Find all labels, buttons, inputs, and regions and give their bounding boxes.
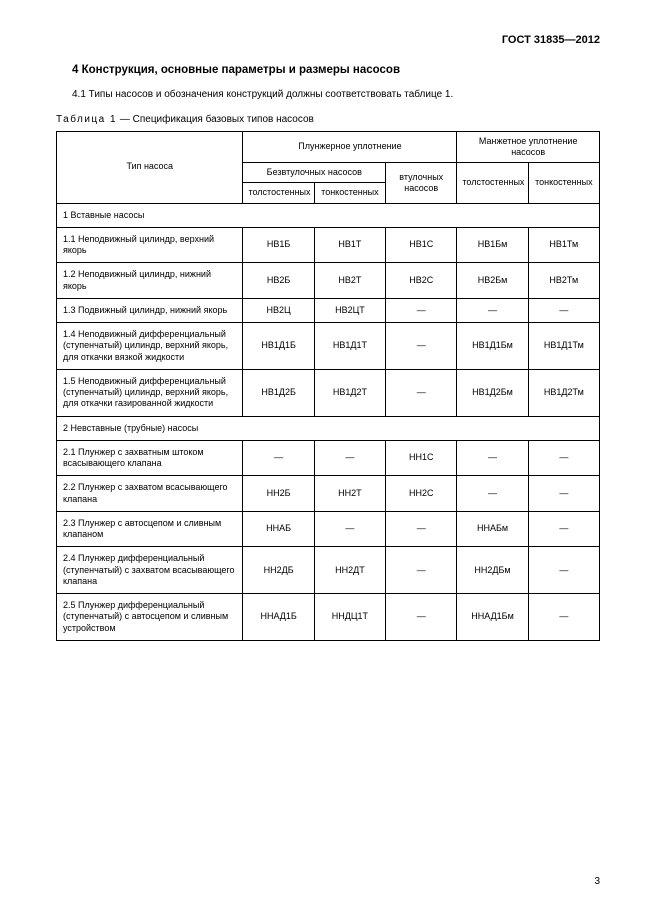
cell: НВ1Д1Тм	[528, 323, 599, 370]
cell: НВ1Т	[314, 227, 385, 263]
cell: НВ1Д2Б	[243, 369, 314, 416]
cell: НВ1С	[386, 227, 457, 263]
th-thin-1: тонкостенных	[314, 183, 385, 203]
cell: —	[386, 594, 457, 641]
cell: ННАД1Бм	[457, 594, 528, 641]
cell: —	[528, 440, 599, 476]
th-thick-1: толстостенных	[243, 183, 314, 203]
table-caption-num: Таблица 1	[56, 114, 117, 125]
cell: —	[528, 298, 599, 322]
row-label: 1.4 Неподвижный дифференциальный (ступен…	[57, 323, 243, 370]
cell: —	[386, 298, 457, 322]
th-no-liner: Безвтулочных насосов	[243, 163, 386, 183]
cell: НВ2Т	[314, 263, 385, 299]
th-cup: Манжетное уплотнение насосов	[457, 131, 600, 163]
cell: —	[243, 440, 314, 476]
th-type: Тип насоса	[57, 131, 243, 203]
table-row: 2.5 Плунжер дифференциальный (ступенчаты…	[57, 594, 600, 641]
cell: —	[386, 547, 457, 594]
cell: НВ2С	[386, 263, 457, 299]
cell: —	[314, 511, 385, 547]
cell: ННАД1Б	[243, 594, 314, 641]
cell: ННДЦ1Т	[314, 594, 385, 641]
row-label: 1.2 Неподвижный цилиндр, нижний якорь	[57, 263, 243, 299]
cell: НВ2Б	[243, 263, 314, 299]
document-id: ГОСТ 31835—2012	[56, 34, 600, 46]
th-thick-2: толстостенных	[457, 163, 528, 204]
table-row: 2 Невставные (трубные) насосы	[57, 416, 600, 440]
th-thin-2: тонкостенных	[528, 163, 599, 204]
cell: —	[314, 440, 385, 476]
cell: НВ1Д2Бм	[457, 369, 528, 416]
cell: НВ2Ц	[243, 298, 314, 322]
cell: —	[386, 323, 457, 370]
cell: НВ1Бм	[457, 227, 528, 263]
row-label: 2.4 Плунжер дифференциальный (ступенчаты…	[57, 547, 243, 594]
table-row: 2.2 Плунжер с захватом всасывающего клап…	[57, 476, 600, 512]
table-row: 1.2 Неподвижный цилиндр, нижний якорьНВ2…	[57, 263, 600, 299]
table-row: 1 Вставные насосы	[57, 203, 600, 227]
table-row: 2.4 Плунжер дифференциальный (ступенчаты…	[57, 547, 600, 594]
cell: НВ1Д1Б	[243, 323, 314, 370]
th-plunger: Плунжерное уплотнение	[243, 131, 457, 163]
table-row: 1.4 Неподвижный дифференциальный (ступен…	[57, 323, 600, 370]
table-caption-rest: — Спецификация базовых типов насосов	[117, 114, 314, 125]
page: ГОСТ 31835—2012 4 Конструкция, основные …	[0, 0, 646, 913]
th-liner: втулочных насосов	[386, 163, 457, 204]
row-label: 2.3 Плунжер с автосцепом и сливным клапа…	[57, 511, 243, 547]
table-head: Тип насоса Плунжерное уплотнение Манжетн…	[57, 131, 600, 203]
cell: —	[528, 547, 599, 594]
cell: НН2ДБ	[243, 547, 314, 594]
cell: НВ2Тм	[528, 263, 599, 299]
table-row: 2.1 Плунжер с захватным штоком всасывающ…	[57, 440, 600, 476]
cell: НВ1Тм	[528, 227, 599, 263]
cell: —	[457, 440, 528, 476]
cell: НН2Т	[314, 476, 385, 512]
table-row: 2.3 Плунжер с автосцепом и сливным клапа…	[57, 511, 600, 547]
cell: —	[386, 369, 457, 416]
cell: НВ2ЦТ	[314, 298, 385, 322]
cell: —	[457, 476, 528, 512]
table-row: 1.3 Подвижный цилиндр, нижний якорьНВ2ЦН…	[57, 298, 600, 322]
section-text: 4.1 Типы насосов и обозначения конструкц…	[72, 88, 600, 102]
cell: НН2ДТ	[314, 547, 385, 594]
cell: —	[457, 298, 528, 322]
cell: НВ2Бм	[457, 263, 528, 299]
cell: НВ1Д2Тм	[528, 369, 599, 416]
cell: —	[386, 511, 457, 547]
cell: —	[528, 511, 599, 547]
cell: ННАБ	[243, 511, 314, 547]
cell: НН2Б	[243, 476, 314, 512]
row-label: 1.3 Подвижный цилиндр, нижний якорь	[57, 298, 243, 322]
section-row: 2 Невставные (трубные) насосы	[57, 416, 600, 440]
table-row: 1.5 Неподвижный дифференциальный (ступен…	[57, 369, 600, 416]
row-label: 2.1 Плунжер с захватным штоком всасывающ…	[57, 440, 243, 476]
cell: НВ1Б	[243, 227, 314, 263]
cell: НН1С	[386, 440, 457, 476]
row-label: 2.2 Плунжер с захватом всасывающего клап…	[57, 476, 243, 512]
cell: НН2ДБм	[457, 547, 528, 594]
row-label: 1.5 Неподвижный дифференциальный (ступен…	[57, 369, 243, 416]
section-heading: 4 Конструкция, основные параметры и разм…	[72, 64, 600, 76]
cell: НВ1Д1Т	[314, 323, 385, 370]
cell: —	[528, 594, 599, 641]
cell: ННАБм	[457, 511, 528, 547]
table-caption: Таблица 1 — Спецификация базовых типов н…	[56, 114, 600, 125]
row-label: 2.5 Плунжер дифференциальный (ступенчаты…	[57, 594, 243, 641]
section-row: 1 Вставные насосы	[57, 203, 600, 227]
row-label: 1.1 Неподвижный цилиндр, верхний якорь	[57, 227, 243, 263]
cell: НН2С	[386, 476, 457, 512]
spec-table: Тип насоса Плунжерное уплотнение Манжетн…	[56, 131, 600, 641]
page-number: 3	[594, 876, 600, 887]
table-row: 1.1 Неподвижный цилиндр, верхний якорьНВ…	[57, 227, 600, 263]
table-body: 1 Вставные насосы1.1 Неподвижный цилиндр…	[57, 203, 600, 640]
cell: —	[528, 476, 599, 512]
cell: НВ1Д1Бм	[457, 323, 528, 370]
cell: НВ1Д2Т	[314, 369, 385, 416]
